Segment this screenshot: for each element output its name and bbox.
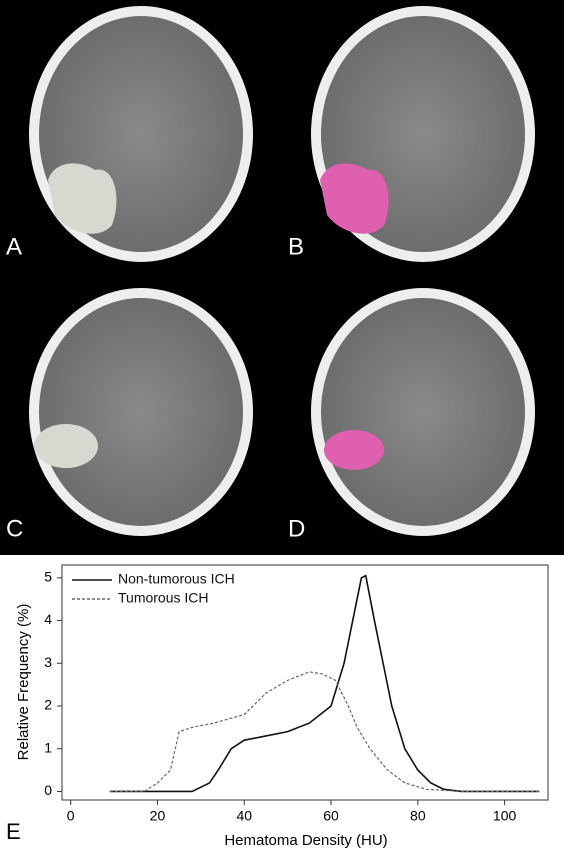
y-tick-label: 0: [44, 782, 52, 798]
x-tick-label: 80: [410, 808, 426, 824]
legend-label: Tumorous ICH: [118, 590, 209, 606]
panel-label: A: [6, 233, 22, 260]
x-tick-label: 20: [150, 808, 166, 824]
series-line: [109, 574, 540, 793]
y-tick-label: 1: [44, 739, 52, 755]
ct-panel-d: [311, 288, 535, 536]
ct-panel-a: [29, 6, 253, 262]
x-tick-label: 0: [67, 808, 75, 824]
y-axis-label: Relative Frequency (%): [15, 604, 32, 761]
y-tick-label: 5: [44, 569, 52, 585]
ct-panel-b: [311, 6, 535, 262]
panel-label: B: [288, 233, 304, 260]
y-tick-label: 2: [44, 697, 52, 713]
series-line: [109, 671, 540, 793]
y-tick-label: 4: [44, 611, 52, 627]
plot-frame: [61, 564, 549, 801]
panel-label: D: [288, 515, 305, 542]
ct-panel-c: [29, 288, 253, 536]
x-axis-label: Hematoma Density (HU): [224, 832, 387, 849]
x-tick-label: 40: [236, 808, 252, 824]
panel-label: E: [6, 819, 21, 844]
x-tick-label: 60: [323, 808, 339, 824]
x-tick-label: 100: [493, 808, 517, 824]
y-tick-label: 3: [44, 654, 52, 670]
panel-label: C: [6, 515, 23, 542]
legend-label: Non-tumorous ICH: [118, 571, 235, 587]
